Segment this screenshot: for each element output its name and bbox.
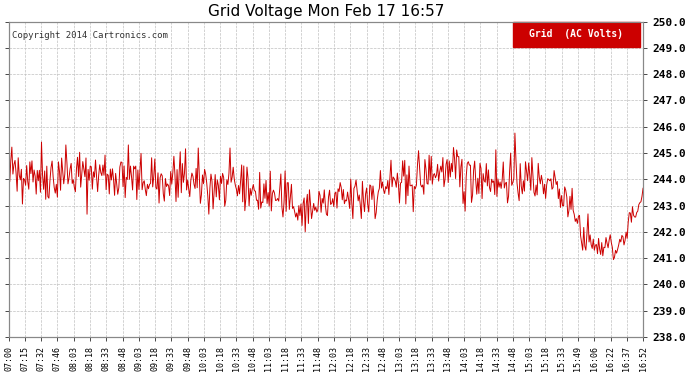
FancyBboxPatch shape	[513, 22, 640, 47]
Text: Copyright 2014 Cartronics.com: Copyright 2014 Cartronics.com	[12, 31, 168, 40]
Text: Grid  (AC Volts): Grid (AC Volts)	[529, 29, 624, 39]
Title: Grid Voltage Mon Feb 17 16:57: Grid Voltage Mon Feb 17 16:57	[208, 4, 444, 19]
